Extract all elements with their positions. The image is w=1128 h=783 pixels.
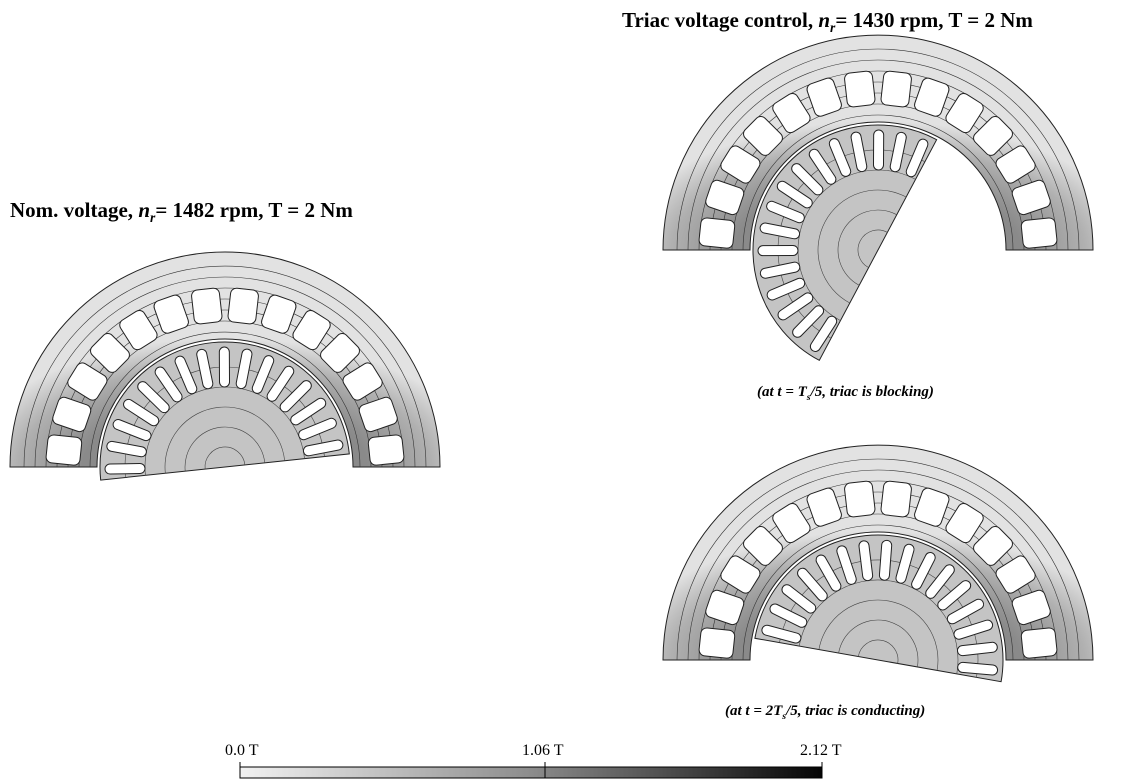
stator-slot (191, 288, 223, 325)
drawing (0, 0, 1128, 783)
stator-slot (368, 434, 405, 465)
colorbar-label: 1.06 T (522, 742, 563, 760)
caption: (at t = 2Ts/5, triac is conducting) (725, 703, 925, 722)
title-text: Nom. voltage, (10, 198, 138, 222)
rotor-slot (105, 463, 145, 474)
rotor-slot (219, 347, 229, 387)
caption-text: (at t = 2T (725, 703, 782, 719)
caption: (at t = Ts/5, triac is blocking) (757, 384, 934, 403)
title-var: n (818, 8, 830, 32)
stator-slot (699, 217, 736, 248)
stator-slot (844, 481, 876, 518)
title-text: = 1482 rpm, T = 2 Nm (155, 198, 353, 222)
colorbar-label: 2.12 T (800, 742, 841, 760)
rotor-slot (873, 130, 883, 170)
caption-text: /5, triac is conducting) (786, 703, 925, 719)
title-text: Triac voltage control, (622, 8, 818, 32)
stator-slot (880, 481, 912, 518)
stator-slot (227, 288, 259, 325)
caption-text: (at t = T (757, 384, 807, 400)
colorbar-label: 0.0 T (225, 742, 258, 760)
stator-slot (1021, 627, 1058, 658)
stator-slot (1021, 217, 1058, 248)
figure: Nom. voltage, nr= 1482 rpm, T = 2 Nm Tri… (0, 0, 1128, 783)
title-var: n (138, 198, 150, 222)
stator-slot (699, 627, 736, 658)
stator-slot (844, 71, 876, 108)
stator-slot (880, 71, 912, 108)
right-title: Triac voltage control, nr= 1430 rpm, T =… (622, 8, 1033, 36)
title-text: = 1430 rpm, T = 2 Nm (835, 8, 1033, 32)
caption-text: /5, triac is blocking) (811, 384, 934, 400)
stator-slot (46, 434, 83, 465)
left-title: Nom. voltage, nr= 1482 rpm, T = 2 Nm (10, 198, 353, 226)
colorbar (240, 767, 822, 778)
rotor-slot (758, 245, 798, 255)
motor (10, 252, 440, 480)
motor (663, 445, 1093, 682)
motor (663, 35, 1093, 360)
